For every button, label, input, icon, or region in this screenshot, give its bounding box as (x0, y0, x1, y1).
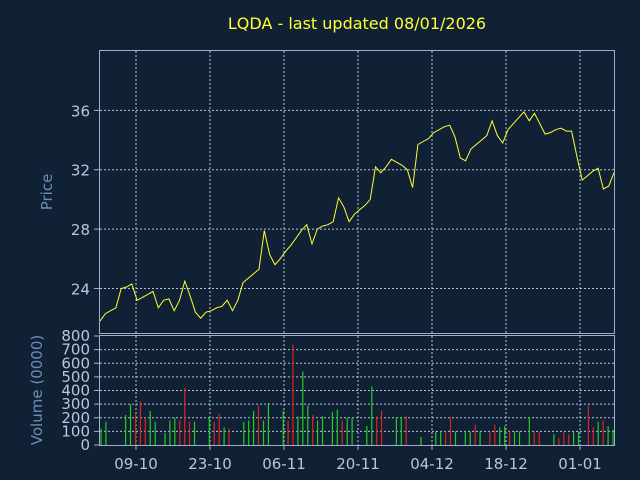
volume-grid (100, 336, 614, 445)
chart-title: LQDA - last updated 08/01/2026 (228, 14, 486, 33)
volume-tick-label: 0 (80, 436, 90, 454)
price-tick-label: 32 (71, 162, 90, 180)
date-axis: 09-10 23-10 06-11 20-11 04-12 18-12 01-01 (114, 445, 602, 473)
date-tick-label: 20-11 (336, 455, 380, 473)
volume-tick-label: 400 (61, 382, 90, 400)
price-series (99, 111, 615, 322)
volume-bars (100, 344, 614, 445)
volume-tick-label: 700 (61, 341, 90, 359)
date-tick-label: 23-10 (188, 455, 232, 473)
price-plot-frame (99, 50, 615, 334)
volume-tick-label: 100 (61, 422, 90, 440)
price-tick-label: 24 (71, 280, 90, 298)
price-axis-label: Price (38, 174, 56, 211)
date-tick-label: 09-10 (114, 455, 158, 473)
volume-tick-label: 300 (61, 395, 90, 413)
price-line (99, 111, 615, 322)
date-tick-label: 06-11 (262, 455, 306, 473)
volume-axis-label: Volume (0000) (28, 335, 46, 445)
price-tick-label: 28 (71, 221, 90, 239)
price-axis: 24 28 32 36 (71, 102, 100, 298)
price-grid (100, 51, 614, 333)
price-tick-label: 36 (71, 102, 90, 120)
volume-tick-label: 600 (61, 354, 90, 372)
volume-tick-label: 200 (61, 409, 90, 427)
volume-tick-label: 800 (61, 327, 90, 345)
date-tick-label: 04-12 (410, 455, 454, 473)
date-tick-label: 18-12 (484, 455, 528, 473)
date-tick-label: 01-01 (558, 455, 602, 473)
volume-tick-label: 500 (61, 368, 90, 386)
